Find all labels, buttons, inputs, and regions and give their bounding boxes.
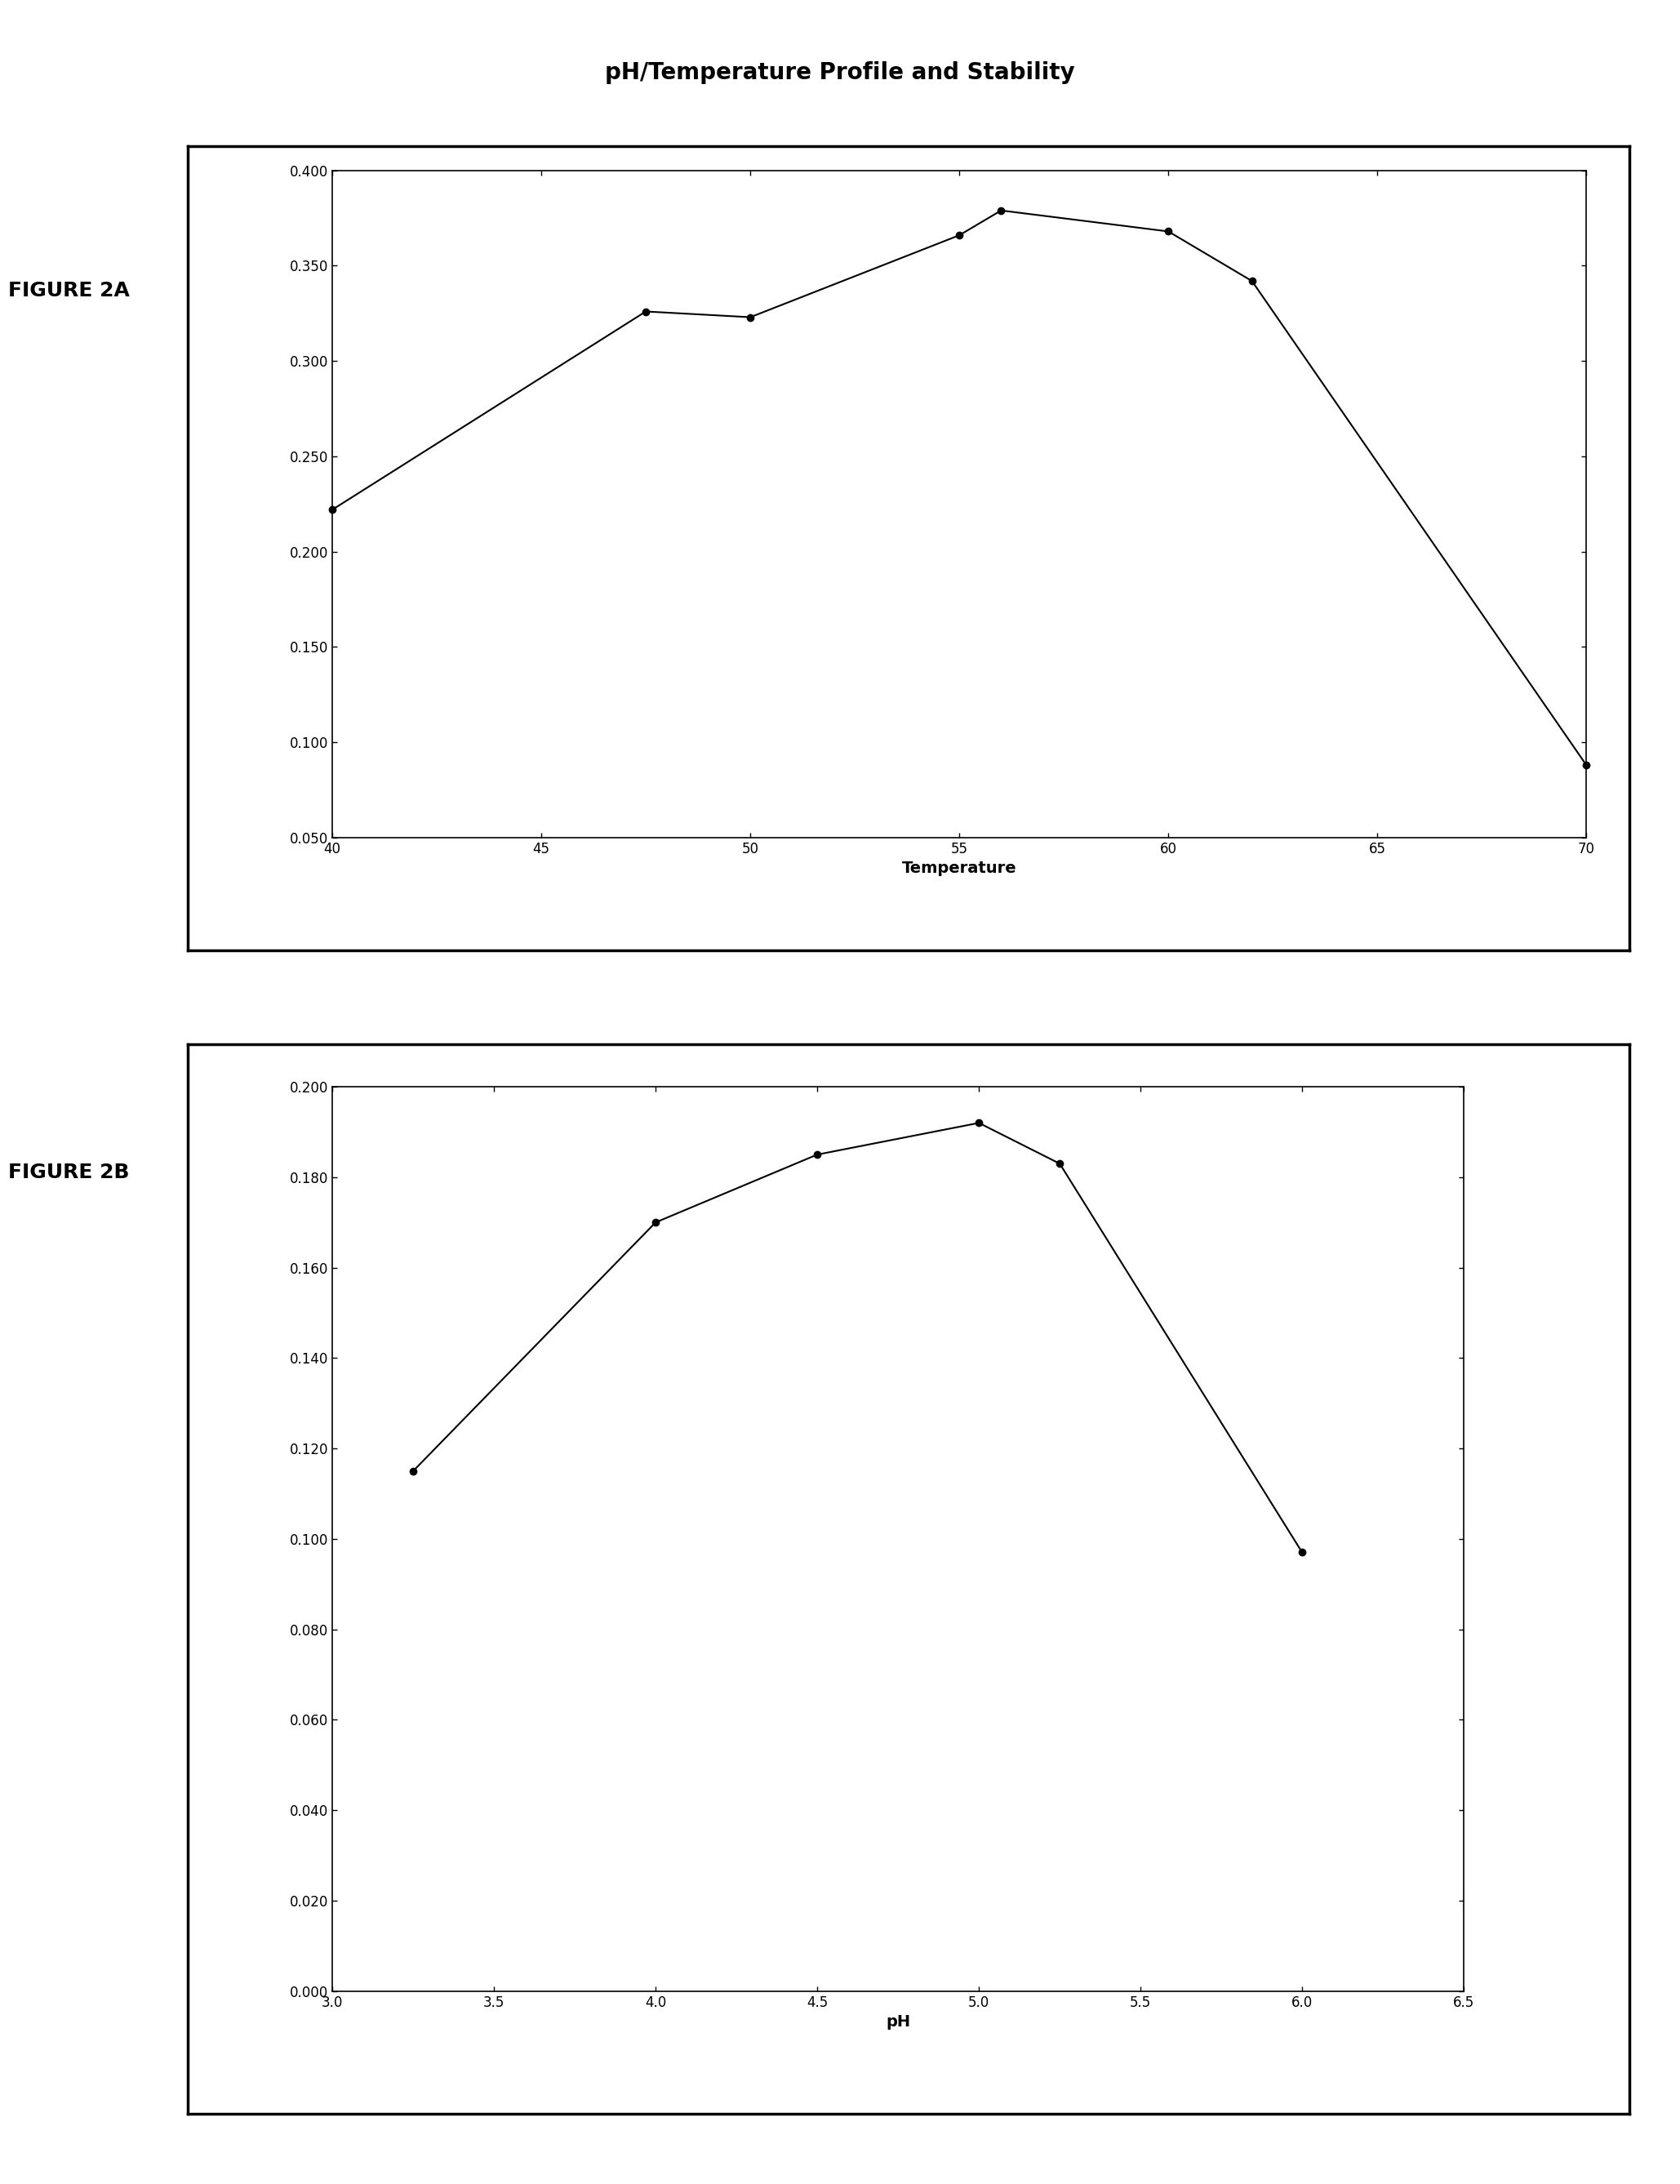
Text: pH/Temperature Profile and Stability: pH/Temperature Profile and Stability — [605, 61, 1075, 83]
X-axis label: Temperature: Temperature — [902, 860, 1016, 876]
Text: FIGURE 2B: FIGURE 2B — [8, 1162, 129, 1182]
Text: FIGURE 2A: FIGURE 2A — [8, 282, 129, 301]
X-axis label: pH: pH — [885, 2014, 911, 2029]
